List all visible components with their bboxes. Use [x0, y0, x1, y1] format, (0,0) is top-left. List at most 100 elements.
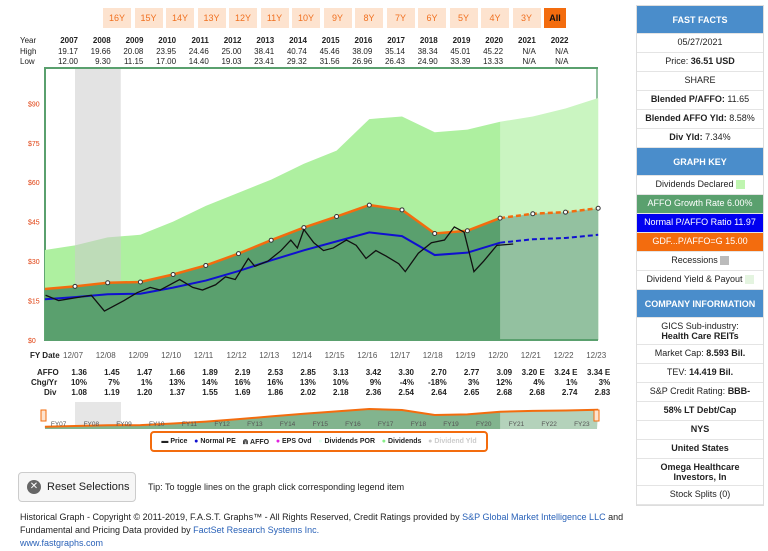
- stock-splits[interactable]: Stock Splits (0): [637, 486, 763, 505]
- cell-high: 20.08: [123, 47, 144, 56]
- range-button-3y[interactable]: 3Y: [512, 8, 541, 28]
- cell-low: 14.40: [188, 57, 209, 66]
- cell-year: 2019: [452, 36, 471, 45]
- row-label: High: [20, 47, 37, 56]
- range-button-11y[interactable]: 11Y: [260, 8, 289, 28]
- fast-facts-date: 05/27/2021: [637, 34, 763, 53]
- value-div: 2.65: [463, 388, 480, 397]
- value-chg: 14%: [201, 378, 218, 387]
- cell-year: 2008: [92, 36, 111, 45]
- navigator-label: FY18: [411, 421, 427, 428]
- range-button-6y[interactable]: 6Y: [418, 8, 446, 28]
- cell-low: 19.03: [221, 57, 242, 66]
- affo-marker: [432, 230, 438, 236]
- fy-date: 12/12: [226, 351, 247, 360]
- range-button-14y[interactable]: 14Y: [166, 8, 194, 28]
- legend-dividends-por[interactable]: ● Dividends POR: [318, 438, 376, 445]
- value-affo: 2.19: [234, 368, 251, 377]
- value-div: 2.68: [529, 388, 545, 397]
- fy-date: 12/20: [488, 351, 509, 360]
- graph-key-title: GRAPH KEY: [637, 148, 763, 176]
- range-button-8y[interactable]: 8Y: [355, 8, 383, 28]
- tip-text: Tip: To toggle lines on the graph click …: [148, 482, 405, 492]
- fy-date: 12/21: [520, 351, 541, 360]
- row-low: Low 12.00 9.30 11.15 17.00 14.40 19.03 23.41 29.…: [20, 57, 600, 68]
- legend-normal-pe[interactable]: ● Normal PE: [194, 438, 236, 445]
- affo-marker: [464, 228, 470, 234]
- navigator-handle-left[interactable]: [40, 409, 47, 422]
- key-affo-growth[interactable]: AFFO Growth Rate 6.00%: [637, 195, 763, 214]
- range-button-4y[interactable]: 4Y: [481, 8, 509, 28]
- key-recessions[interactable]: Recessions: [637, 252, 763, 271]
- fastgraphs-link[interactable]: www.fastgraphs.com: [20, 538, 104, 548]
- navigator-label: FY10: [149, 421, 165, 428]
- affo-marker: [236, 251, 241, 257]
- market-cap: Market Cap: 8.593 Bil.: [637, 345, 763, 364]
- value-affo: 1.89: [202, 368, 218, 377]
- key-div-yield[interactable]: Dividend Yield & Payout: [637, 271, 763, 290]
- cell-low: 26.96: [352, 57, 373, 66]
- cell-low: N/A: [555, 57, 569, 66]
- cell-high: 38.09: [352, 47, 373, 56]
- reset-selections-button[interactable]: ✕ Reset Selections: [18, 472, 136, 502]
- value-chg: 3%: [467, 378, 480, 387]
- range-button-12y[interactable]: 12Y: [229, 8, 257, 28]
- value-affo: 3.30: [398, 368, 414, 377]
- cell-year: 2013: [256, 36, 275, 45]
- value-chg: 13%: [299, 378, 316, 387]
- value-affo: 2.70: [431, 368, 447, 377]
- affo-marker: [203, 262, 209, 268]
- legend-eps-ovd[interactable]: ● EPS Ovd: [275, 438, 312, 445]
- value-affo: 3.13: [333, 368, 349, 377]
- y-tick-label: $0: [28, 338, 36, 345]
- cell-low: 23.41: [254, 57, 275, 66]
- fy-date: 12/08: [95, 351, 116, 360]
- normal-pe-line-estimate: [499, 233, 599, 244]
- cell-high: 38.41: [254, 47, 275, 56]
- navigator-label: FY14: [280, 421, 296, 428]
- cell-year: 2011: [191, 36, 209, 45]
- value-div: 2.83: [594, 388, 611, 397]
- range-button-9y[interactable]: 9Y: [323, 8, 352, 28]
- range-button-all[interactable]: All: [544, 8, 566, 28]
- range-button-5y[interactable]: 5Y: [449, 8, 478, 28]
- cell-low: 17.00: [156, 57, 177, 66]
- value-affo: 3.24 E: [554, 368, 578, 377]
- range-button-13y[interactable]: 13Y: [197, 8, 226, 28]
- value-chg: 12%: [496, 378, 513, 387]
- navigator-handle-right[interactable]: [593, 409, 600, 422]
- legend-affo[interactable]: ⋒ AFFO: [242, 438, 270, 446]
- row-label: Low: [20, 57, 35, 66]
- cell-year: 2021: [518, 36, 536, 45]
- range-button-7y[interactable]: 7Y: [386, 8, 415, 28]
- cell-high: 45.22: [483, 47, 504, 56]
- cell-year: 2022: [550, 36, 569, 45]
- key-normal-ratio[interactable]: Normal P/AFFO Ratio 11.97: [637, 214, 763, 233]
- legend-price[interactable]: ▬ Price: [161, 438, 188, 445]
- fy-date: 12/23: [586, 351, 607, 360]
- factset-link[interactable]: FactSet Research Systems Inc.: [193, 525, 320, 535]
- legend-dividends[interactable]: ● Dividends: [381, 438, 422, 445]
- key-gdf[interactable]: GDF...P/AFFO=G 15.00: [637, 233, 763, 252]
- navigator-line: [44, 408, 599, 428]
- affo-marker: [595, 205, 601, 211]
- range-button-10y[interactable]: 10Y: [292, 8, 320, 28]
- fy-date: 12/16: [357, 351, 378, 360]
- range-button-15y[interactable]: 15Y: [134, 8, 163, 28]
- legend-dividend-yld[interactable]: ● Dividend Yld: [428, 438, 477, 445]
- value-div: 1.86: [267, 388, 284, 397]
- affo-marker: [268, 237, 274, 243]
- affo-marker: [530, 211, 536, 217]
- navigator-label: FY17: [378, 421, 394, 428]
- value-chg: 1%: [140, 378, 153, 387]
- key-dividends[interactable]: Dividends Declared: [637, 176, 763, 195]
- navigator-label: FY15: [312, 421, 328, 428]
- tev: TEV: 14.419 Bil.: [637, 364, 763, 383]
- value-div: 1.19: [104, 388, 120, 397]
- range-button-16y[interactable]: 16Y: [103, 8, 131, 28]
- cell-low: 9.30: [95, 57, 111, 66]
- fy-date-label: FY Date: [30, 351, 60, 360]
- fast-graph-chart[interactable]: $90 $75 $60 $45 $30 $15 $0 FY07 FY08 FY09 FY10 FY11…: [0, 60, 620, 440]
- debt-cap: 58% LT Debt/Cap: [637, 402, 763, 421]
- sp-link[interactable]: S&P Global Market Intelligence LLC: [462, 512, 606, 522]
